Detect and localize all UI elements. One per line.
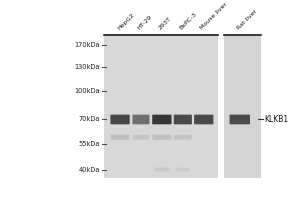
Text: KLKB1: KLKB1: [264, 115, 288, 124]
Text: 40kDa: 40kDa: [79, 167, 100, 173]
FancyBboxPatch shape: [152, 135, 171, 140]
Text: 130kDa: 130kDa: [75, 64, 100, 70]
FancyBboxPatch shape: [133, 115, 149, 124]
FancyBboxPatch shape: [111, 135, 130, 140]
FancyBboxPatch shape: [194, 115, 213, 124]
FancyBboxPatch shape: [133, 135, 149, 140]
FancyBboxPatch shape: [176, 168, 190, 171]
Bar: [104, 35, 218, 178]
FancyBboxPatch shape: [110, 115, 130, 124]
Text: HepG2: HepG2: [117, 12, 135, 31]
Text: BxPC-3: BxPC-3: [179, 12, 198, 31]
Text: 70kDa: 70kDa: [79, 116, 100, 122]
Text: 100kDa: 100kDa: [75, 88, 100, 94]
Text: HT-29: HT-29: [137, 14, 154, 31]
Text: 55kDa: 55kDa: [79, 141, 100, 147]
Bar: [224, 35, 261, 178]
Text: 293T: 293T: [158, 16, 173, 31]
FancyBboxPatch shape: [154, 168, 169, 172]
FancyBboxPatch shape: [152, 115, 172, 124]
Text: Mouse liver: Mouse liver: [199, 2, 228, 31]
Text: Rat liver: Rat liver: [236, 9, 258, 31]
FancyBboxPatch shape: [230, 115, 250, 124]
FancyBboxPatch shape: [174, 115, 192, 124]
Text: 170kDa: 170kDa: [75, 42, 100, 48]
FancyBboxPatch shape: [174, 135, 192, 140]
